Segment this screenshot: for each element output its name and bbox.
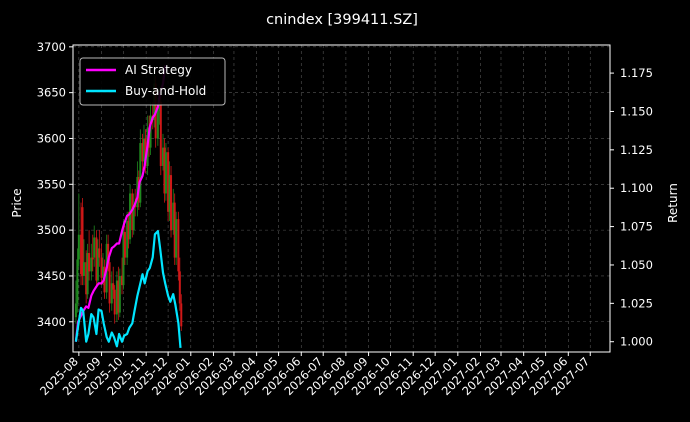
candle-body [158, 101, 161, 111]
candle-body [90, 257, 93, 272]
candle-body [115, 280, 118, 315]
candle-body [74, 303, 77, 318]
y-tick-label: 3600 [37, 131, 66, 145]
candle-body [118, 275, 121, 313]
candle-body [123, 231, 126, 258]
candle-body [95, 237, 98, 281]
candle-body [167, 152, 170, 212]
series-line-buy-and-hold [74, 230, 182, 348]
legend: AI Strategy Buy-and-Hold [79, 57, 226, 106]
candle-body [107, 243, 110, 263]
candle-body [108, 262, 111, 304]
y-tick-label: 3550 [37, 177, 66, 191]
y2-tick-label: 1.000 [620, 335, 653, 349]
candle-body [161, 147, 164, 166]
y-tick-label: 3700 [37, 40, 66, 54]
y2-tick-label: 1.050 [620, 258, 653, 272]
y-axis-label: Price [10, 188, 24, 217]
candle-body [178, 271, 181, 304]
candle-body [163, 147, 166, 194]
candle-body [88, 253, 91, 272]
candle-body [126, 220, 129, 258]
candle-body [127, 220, 130, 240]
y2-axis-label: Return [666, 183, 680, 223]
candle-body [122, 231, 125, 286]
candle-body [85, 262, 88, 295]
candle-body [93, 237, 96, 258]
y2-tick-label: 1.175 [620, 66, 653, 80]
candle-body [110, 283, 113, 304]
candle-body [129, 193, 132, 240]
candle-body [96, 248, 99, 281]
candle-body [100, 257, 103, 278]
candle-body [177, 219, 180, 272]
candle-body [98, 248, 101, 258]
legend-label-ai-strategy: AI Strategy [125, 63, 192, 77]
y2-tick-label: 1.125 [620, 143, 653, 157]
y-tick-label: 3450 [37, 269, 66, 283]
legend-box [79, 57, 226, 106]
legend-label-buy-and-hold: Buy-and-Hold [125, 84, 206, 98]
candle-body [131, 193, 134, 231]
candle-body [91, 257, 94, 260]
candle-body [86, 253, 89, 295]
series-line-ai-strategy [74, 65, 167, 342]
candle-body [82, 262, 85, 276]
right-axis-ticks: 1.000 1.025 1.050 1.075 1.100 1.125 1.150 1.175 [610, 66, 653, 349]
candle-body [132, 204, 135, 231]
candle-body [159, 101, 162, 166]
candle-body [170, 175, 173, 231]
series-lines [74, 65, 182, 348]
candle-body [113, 289, 116, 315]
y2-tick-label: 1.100 [620, 181, 653, 195]
candle-body [156, 110, 159, 139]
candle-body [149, 115, 152, 148]
candle-body [180, 303, 183, 327]
y2-tick-label: 1.150 [620, 104, 653, 118]
candle-body [164, 152, 167, 194]
candle-body [144, 138, 147, 166]
candle-body [142, 138, 145, 162]
candle-body [77, 234, 80, 260]
candle-body [76, 259, 79, 304]
candle-body [141, 143, 144, 162]
candle-body [121, 275, 124, 286]
candle-body [172, 202, 175, 231]
left-axis-ticks: 3400 3450 3500 3550 3600 3650 3700 [37, 40, 73, 329]
candle-body [80, 234, 83, 275]
candle-body [112, 283, 115, 290]
y-tick-label: 3400 [37, 315, 66, 329]
y2-tick-label: 1.025 [620, 296, 653, 310]
candle-body [117, 280, 120, 313]
y2-tick-label: 1.075 [620, 220, 653, 234]
y-tick-label: 3500 [37, 223, 66, 237]
candle-body [168, 175, 171, 212]
candle-body [81, 207, 84, 276]
chart-title: cnindex [399411.SZ] [266, 12, 418, 28]
candle-body [101, 266, 104, 276]
candle-body [139, 143, 142, 203]
plot-frame [72, 44, 611, 353]
candle-body [173, 202, 176, 258]
y-tick-label: 3650 [37, 86, 66, 100]
candle-body [175, 219, 178, 258]
